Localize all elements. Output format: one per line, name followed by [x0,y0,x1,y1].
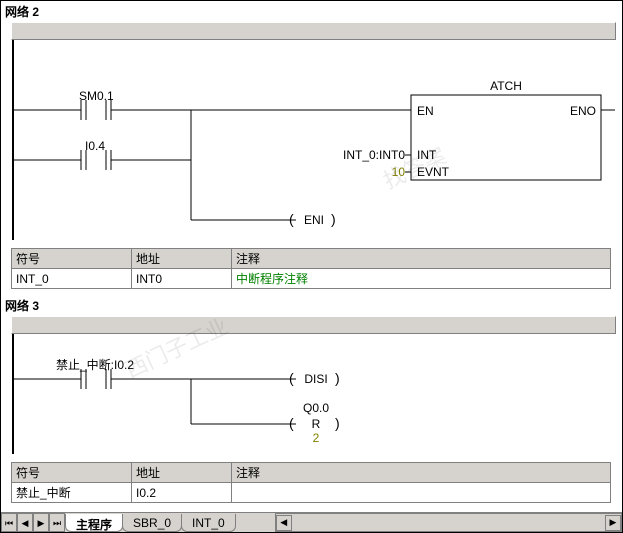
tab-nav: ⏮ ◀ ▶ ⏭ [1,513,65,532]
symtab-cell-address: I0.2 [132,483,232,503]
ladder-network-2: SM0.1 I0.4 ATCH EN ENO INT INT_0:INT0 EV… [1,40,622,240]
tab-nav-last[interactable]: ⏭ [49,513,65,532]
coil-paren-open: ( [289,415,294,431]
symtab-header-comment: 注释 [232,249,611,269]
tabs: 主程序 SBR_0 INT_0 [65,513,235,532]
block-en-label: EN [417,104,434,118]
symtab-header-comment: 注释 [232,463,611,483]
horizontal-scrollbar[interactable]: ◀ ▶ [275,513,622,532]
coil-bottom-label: 2 [313,431,320,445]
symtab-header-symbol: 符号 [12,463,132,483]
ladder-svg-3: 禁止_中断:I0.2 ( DISI ) Q0.0 ( R ) 2 [1,334,617,454]
coil-label: DISI [304,372,327,386]
ladder-network-3: 禁止_中断:I0.2 ( DISI ) Q0.0 ( R ) 2 [1,334,622,454]
table-row: 禁止_中断 I0.2 [12,483,611,503]
coil-paren-close: ) [335,370,340,386]
ladder-svg-2: SM0.1 I0.4 ATCH EN ENO INT INT_0:INT0 EV… [1,40,617,240]
symtab-cell-comment: 中断程序注释 [232,269,611,289]
hscroll-right[interactable]: ▶ [605,515,621,531]
tab-nav-next[interactable]: ▶ [33,513,49,532]
network-comment-bar [11,316,616,334]
block-pin-int: INT [417,148,437,162]
tab-sbr0[interactable]: SBR_0 [122,514,182,532]
coil-paren-close: ) [335,415,340,431]
symtab-cell-symbol: 禁止_中断 [12,483,132,503]
tab-int0[interactable]: INT_0 [181,514,236,532]
tab-nav-first[interactable]: ⏮ [1,513,17,532]
block-pin-int-value: INT_0:INT0 [343,148,405,162]
network-comment-bar [11,22,616,40]
contact-label: 禁止_中断:I0.2 [56,357,134,372]
symbol-table: 符号 地址 注释 INT_0 INT0 中断程序注释 [11,248,611,289]
contact-label: I0.4 [85,139,105,153]
coil-top-label: Q0.0 [303,401,329,415]
hscroll-left[interactable]: ◀ [276,515,292,531]
block-pin-evnt: EVNT [417,165,450,179]
block-eno-label: ENO [570,104,596,118]
symtab-cell-comment [232,483,611,503]
contact-label: SM0.1 [79,89,114,103]
symtab-header-address: 地址 [132,463,232,483]
tab-bar: ⏮ ◀ ▶ ⏭ 主程序 SBR_0 INT_0 ◀ ▶ [1,512,622,532]
coil-label: R [312,417,321,431]
table-row: INT_0 INT0 中断程序注释 [12,269,611,289]
network-title: 网络 2 [1,1,622,22]
coil-paren-open: ( [289,211,294,227]
coil-paren-close: ) [331,211,336,227]
coil-paren-open: ( [289,370,294,386]
symtab-header-address: 地址 [132,249,232,269]
symbol-table: 符号 地址 注释 禁止_中断 I0.2 [11,462,611,503]
block-pin-evnt-value: 10 [392,165,406,179]
symtab-cell-symbol: INT_0 [12,269,132,289]
symtab-cell-address: INT0 [132,269,232,289]
coil-label: ENI [304,213,324,227]
symtab-header-symbol: 符号 [12,249,132,269]
tab-nav-prev[interactable]: ◀ [17,513,33,532]
block-name: ATCH [490,79,522,93]
tab-main[interactable]: 主程序 [65,514,123,532]
network-title: 网络 3 [1,295,622,316]
